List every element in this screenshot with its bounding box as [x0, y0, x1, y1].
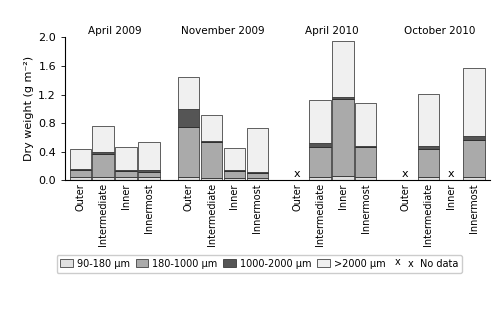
Bar	[332, 176, 353, 180]
Bar	[92, 177, 114, 180]
Bar	[92, 154, 114, 177]
Legend: 90-180 µm, 180-1000 µm, 1000-2000 µm, >2000 µm, x  No data: 90-180 µm, 180-1000 µm, 1000-2000 µm, >2…	[56, 255, 462, 272]
Bar	[178, 177, 200, 180]
Bar	[418, 149, 439, 177]
Bar	[418, 94, 439, 146]
Text: x: x	[294, 169, 300, 179]
Bar	[138, 142, 160, 170]
Bar	[70, 169, 91, 170]
Bar	[246, 178, 268, 180]
Bar	[116, 147, 136, 170]
Bar	[116, 170, 136, 171]
Bar	[246, 173, 268, 178]
Bar	[201, 178, 222, 180]
Bar	[355, 147, 376, 177]
Bar	[464, 177, 485, 180]
Bar	[201, 141, 222, 142]
Bar	[224, 171, 245, 178]
Bar	[310, 147, 330, 177]
Text: October 2010: October 2010	[404, 26, 475, 36]
Bar	[464, 136, 485, 140]
Bar	[70, 149, 91, 169]
Text: April 2010: April 2010	[304, 26, 358, 36]
Bar	[332, 41, 353, 97]
Bar	[138, 177, 160, 180]
Bar	[246, 128, 268, 172]
Bar	[224, 170, 245, 171]
Bar	[178, 77, 200, 109]
Bar	[70, 177, 91, 180]
Bar	[92, 126, 114, 152]
Bar	[464, 68, 485, 136]
Bar	[464, 140, 485, 177]
Bar	[201, 142, 222, 178]
Text: x: x	[402, 169, 408, 179]
Bar	[116, 171, 136, 177]
Bar	[310, 100, 330, 143]
Bar	[138, 170, 160, 172]
Bar	[355, 103, 376, 146]
Text: April 2009: April 2009	[88, 26, 142, 36]
Bar	[310, 143, 330, 147]
Bar	[332, 97, 353, 99]
Bar	[246, 172, 268, 173]
Bar	[138, 172, 160, 177]
Bar	[92, 152, 114, 154]
Bar	[116, 177, 136, 180]
Bar	[178, 127, 200, 177]
Bar	[310, 177, 330, 180]
Y-axis label: Dry weight (g m⁻²): Dry weight (g m⁻²)	[24, 56, 34, 161]
Bar	[224, 178, 245, 180]
Bar	[355, 177, 376, 180]
Bar	[355, 146, 376, 147]
Bar	[178, 109, 200, 127]
Text: x: x	[448, 169, 454, 179]
Bar	[224, 148, 245, 170]
Bar	[70, 170, 91, 177]
Bar	[201, 114, 222, 141]
Bar	[418, 177, 439, 180]
Bar	[418, 146, 439, 149]
Bar	[332, 99, 353, 176]
Text: November 2009: November 2009	[181, 26, 265, 36]
